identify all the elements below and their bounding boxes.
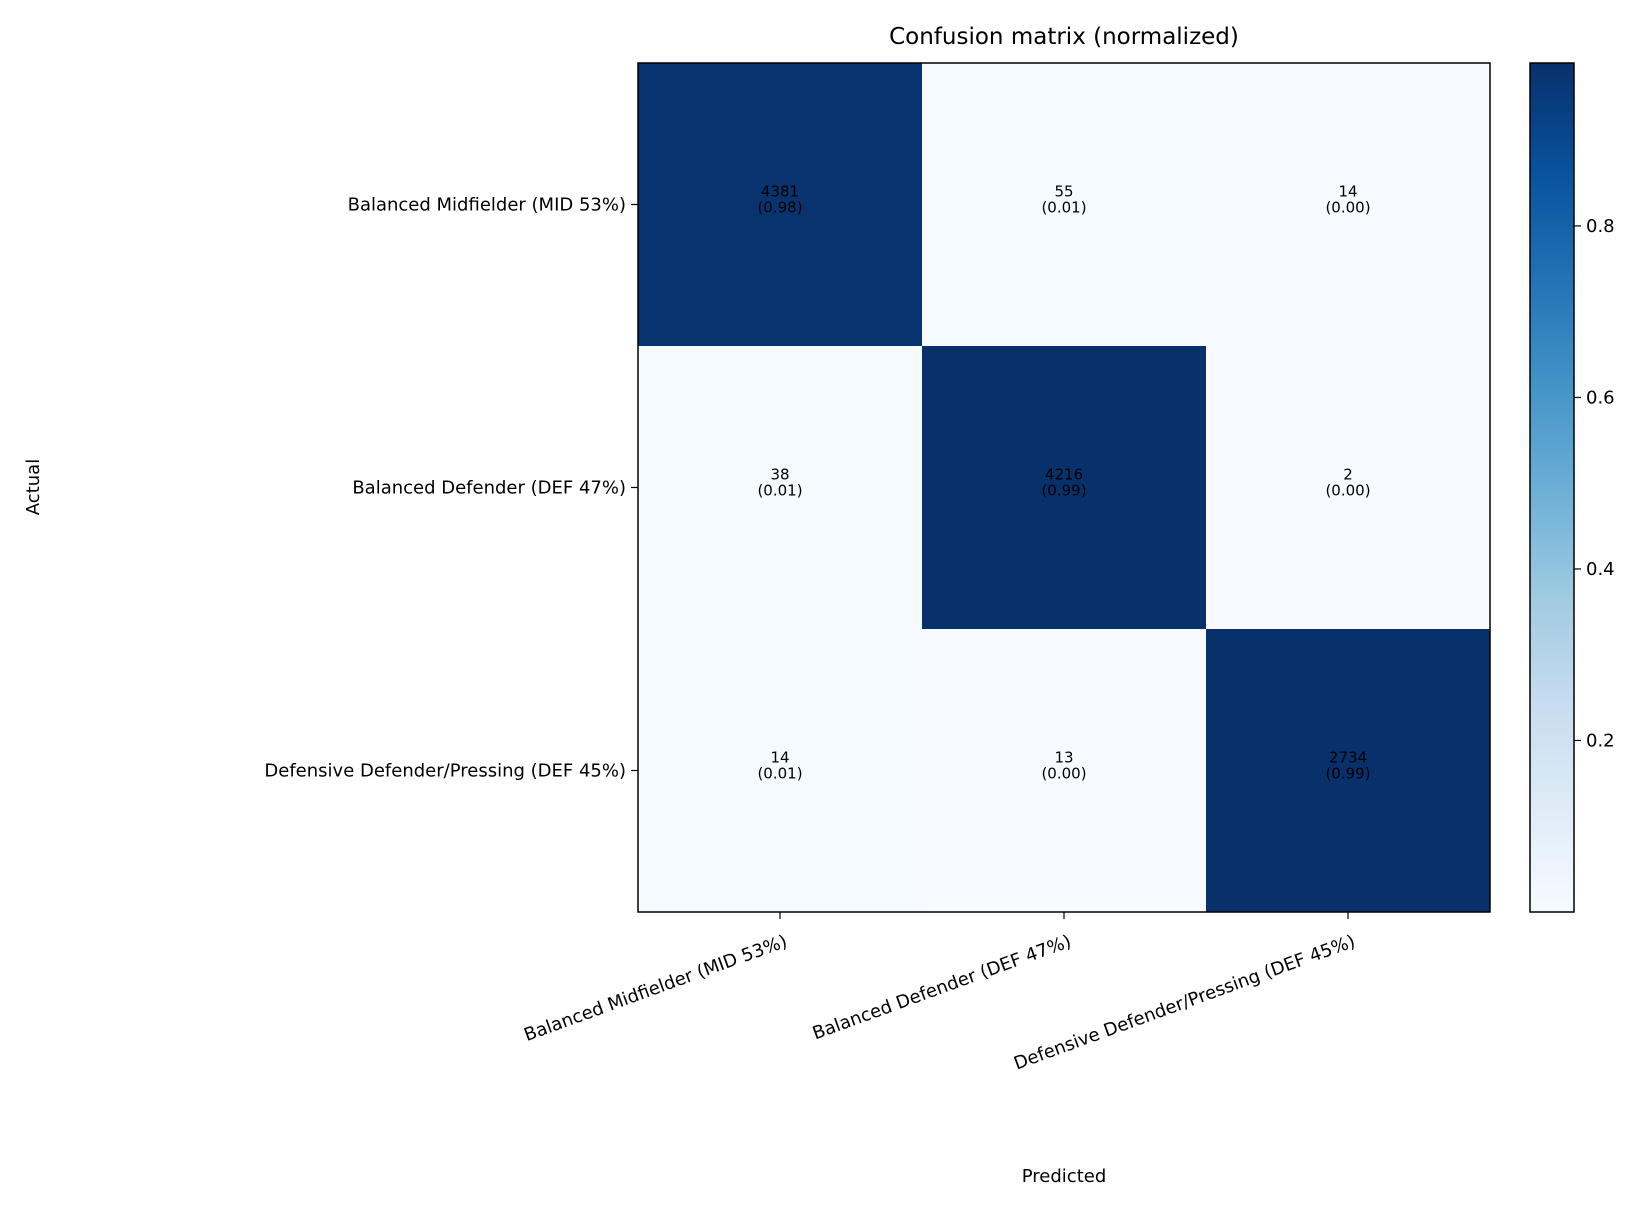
- y-axis-label: Actual: [23, 459, 44, 515]
- cell-normalized-value: (0.00): [1041, 765, 1086, 783]
- y-tick-label: Defensive Defender/Pressing (DEF 45%): [264, 761, 626, 782]
- heatmap-cell: [1206, 629, 1491, 913]
- colorbar-tick-label: 0.8: [1586, 216, 1615, 237]
- cell-count: 14: [770, 749, 789, 767]
- cell-labels: 4381(0.98)55(0.01)14(0.00)38(0.01)4216(0…: [757, 183, 1370, 783]
- cell-count: 55: [1054, 183, 1073, 201]
- cell-normalized-value: (0.00): [1325, 199, 1370, 217]
- cell-normalized-value: (0.01): [1041, 199, 1086, 217]
- heatmap-cell: [1206, 63, 1491, 347]
- cell-normalized-value: (0.01): [757, 482, 802, 500]
- heatmap-cell: [922, 629, 1207, 913]
- chart-title: Confusion matrix (normalized): [889, 24, 1239, 50]
- colorbar-tick-label: 0.6: [1586, 387, 1615, 408]
- colorbar-ticks: 0.2 0.4 0.6 0.8: [1574, 216, 1615, 751]
- x-ticks: Balanced Midfielder (MID 53%) Balanced De…: [521, 912, 1358, 1074]
- heatmap-cell: [1206, 346, 1491, 630]
- x-axis-label: Predicted: [1022, 1166, 1107, 1187]
- heatmap-cell: [638, 629, 923, 913]
- cell-count: 38: [770, 466, 789, 484]
- cell-normalized-value: (0.99): [1041, 482, 1086, 500]
- colorbar-tick-label: 0.2: [1586, 730, 1615, 751]
- heatmap-cell: [638, 346, 923, 630]
- x-tick-label: Balanced Midfielder (MID 53%): [521, 931, 790, 1046]
- cell-normalized-value: (0.00): [1325, 482, 1370, 500]
- cell-count: 4216: [1045, 466, 1083, 484]
- cell-count: 14: [1338, 183, 1357, 201]
- heatmap-cell: [922, 346, 1207, 630]
- colorbar-tick-label: 0.4: [1586, 559, 1615, 580]
- x-tick-label: Balanced Defender (DEF 47%): [810, 931, 1074, 1044]
- y-tick-label: Balanced Defender (DEF 47%): [352, 478, 626, 499]
- cell-normalized-value: (0.01): [757, 765, 802, 783]
- colorbar: [1529, 62, 1575, 913]
- heatmap-cell: [638, 63, 923, 347]
- heatmap-cells: [638, 63, 1491, 913]
- cell-count: 2734: [1329, 749, 1367, 767]
- cell-count: 13: [1054, 749, 1073, 767]
- cell-normalized-value: (0.99): [1325, 765, 1370, 783]
- y-ticks: Balanced Midfielder (MID 53%) Balanced De…: [264, 195, 638, 782]
- cell-count: 4381: [761, 183, 799, 201]
- cell-count: 2: [1343, 466, 1353, 484]
- y-tick-label: Balanced Midfielder (MID 53%): [348, 195, 626, 216]
- cell-normalized-value: (0.98): [757, 199, 802, 217]
- heatmap-cell: [922, 63, 1207, 347]
